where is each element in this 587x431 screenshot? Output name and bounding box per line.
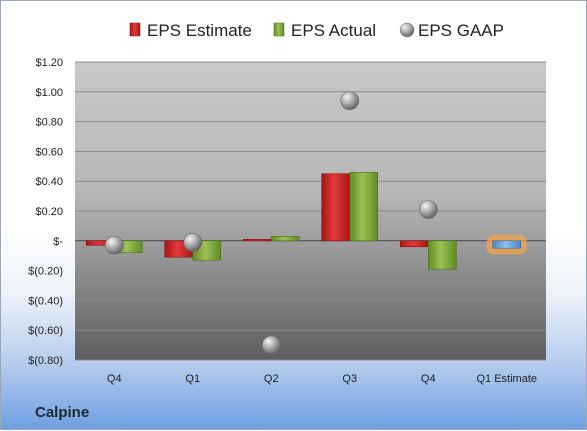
y-tick-label: $(0.80) [28,355,63,367]
y-tick-label: $1.20 [35,57,63,69]
y-tick-label: $(0.20) [28,266,63,278]
eps-gaap-point [340,91,360,111]
y-tick-label: $0.20 [35,206,63,218]
legend-eps-estimate-swatch [129,22,141,37]
eps-actual-bar [270,236,300,242]
gridlines [75,61,546,361]
y-tick-label: $(0.40) [28,295,63,307]
chart-marks [85,91,527,355]
eps-estimate-bar [242,239,272,242]
x-tick-label: Q1 Estimate [476,373,537,385]
y-tick-label: $(0.60) [28,325,63,337]
eps-gaap-point [183,232,203,252]
legend-eps-actual-swatch [273,22,285,37]
y-tick-label: $0.80 [35,117,63,129]
forecast-bar [492,240,522,249]
legend-eps-gaap-swatch [399,22,415,38]
legend: EPS Estimate EPS Actual EPS GAAP [129,21,504,40]
eps-gaap-point [261,335,281,355]
x-tick-label: Q3 [342,373,357,385]
eps-actual-bar [349,171,379,242]
eps-estimate-bar [399,240,429,248]
company-name: Calpine [35,404,90,421]
x-tick-label: Q1 [185,373,200,385]
y-tick-label: $1.00 [35,87,63,99]
eps-estimate-bar [321,173,351,242]
legend-eps-gaap-label: EPS GAAP [418,21,504,40]
x-tick-label: Q2 [264,373,279,385]
eps-actual-bar [427,240,457,270]
eps-gaap-point [104,235,124,255]
y-tick-label: $0.40 [35,176,63,188]
x-tick-label: Q4 [421,373,436,385]
legend-eps-estimate-label: EPS Estimate [147,21,252,40]
y-tick-label: $0.60 [35,146,63,158]
eps-gaap-point [418,200,438,219]
y-axis: $(0.80) $(0.60) $(0.40) $(0.20) $- $0.20 $0.40… [28,57,63,367]
x-axis: Q4 Q1 Q2 Q3 Q4 Q1 Estimate [107,373,537,385]
legend-eps-actual-label: EPS Actual [291,21,376,40]
y-tick-label: $- [53,236,63,248]
x-tick-label: Q4 [107,373,122,385]
